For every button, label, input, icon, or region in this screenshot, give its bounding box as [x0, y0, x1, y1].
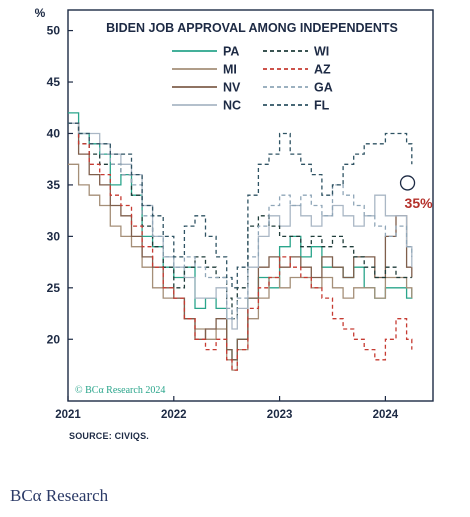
legend-label-nc: NC — [223, 99, 241, 113]
legend: PA MI NV NC WI AZ GA FL — [172, 45, 333, 113]
y-tick-label: 20 — [47, 332, 61, 346]
y-tick-label: 45 — [47, 75, 61, 89]
y-tick-label: 50 — [47, 24, 61, 38]
legend-label-mi: MI — [223, 63, 237, 77]
series-line-az — [68, 122, 413, 371]
legend-label-az: AZ — [314, 63, 331, 77]
legend-label-fl: FL — [314, 99, 330, 113]
annotation-label: 35% — [405, 195, 434, 211]
brand-logo: BCα Research — [10, 486, 109, 505]
legend-label-pa: PA — [223, 45, 239, 59]
x-tick-label: 2023 — [267, 409, 293, 421]
y-tick-label: 35 — [47, 178, 61, 192]
x-tick-label: 2024 — [373, 409, 399, 421]
y-tick-label: 40 — [47, 126, 61, 140]
legend-label-wi: WI — [314, 45, 329, 59]
legend-label-ga: GA — [314, 81, 333, 95]
plot-frame — [67, 9, 434, 402]
y-axis: 20 25 30 35 40 45 50 — [47, 24, 73, 346]
y-tick-label: 25 — [47, 281, 61, 295]
series-line-wi — [68, 122, 412, 320]
legend-label-nv: NV — [223, 81, 241, 95]
series-layer — [68, 112, 413, 371]
latest-value-marker — [399, 175, 416, 191]
series-line-fl — [68, 122, 413, 289]
x-tick-label: 2021 — [55, 409, 81, 421]
x-tick-label: 2022 — [161, 409, 187, 421]
y-tick-label: 30 — [47, 229, 61, 243]
watermark: © BCα Research 2024 — [75, 385, 165, 396]
x-axis: 2021 2022 2023 2024 — [55, 396, 399, 421]
chart: BIDEN JOB APPROVAL AMONG INDEPENDENTS % … — [35, 6, 434, 421]
chart-title: BIDEN JOB APPROVAL AMONG INDEPENDENTS — [106, 21, 398, 35]
y-axis-label: % — [35, 6, 46, 20]
source-note: SOURCE: CIVIQS. — [69, 431, 150, 441]
